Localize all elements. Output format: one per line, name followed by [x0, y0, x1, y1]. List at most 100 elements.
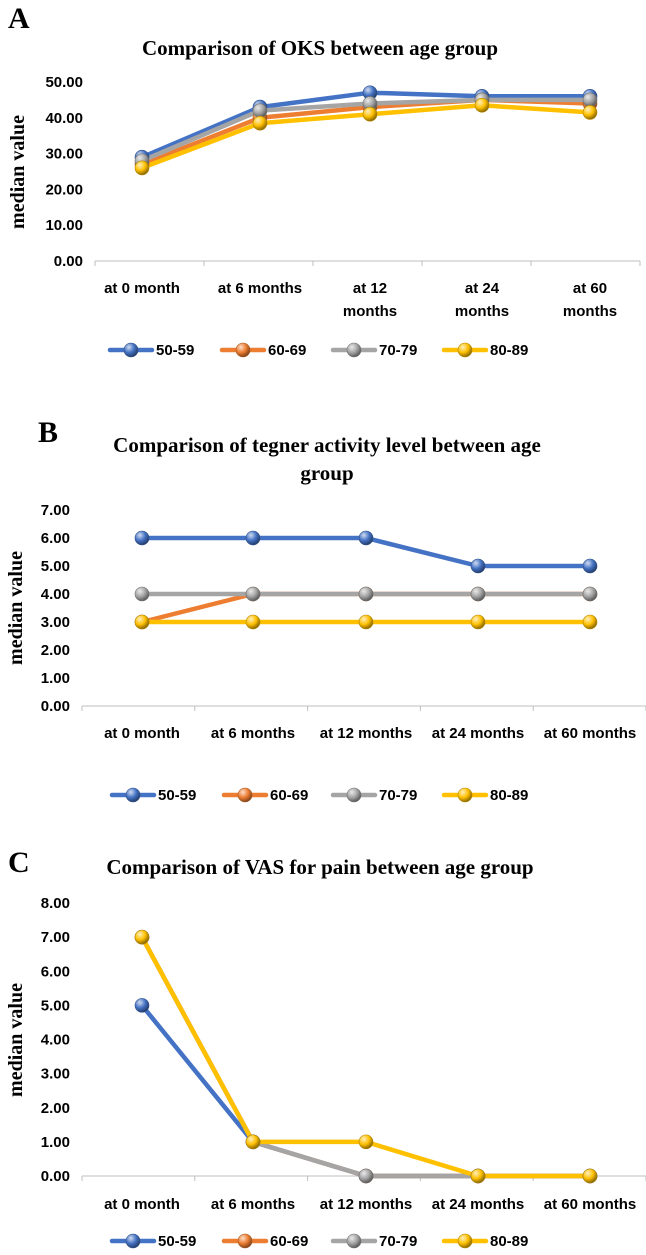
chart-title: Comparison of OKS between age group [142, 36, 498, 60]
chart-title: Comparison of VAS for pain between age g… [106, 855, 533, 879]
x-tick-label: at 24 months [432, 725, 525, 742]
data-point-80-89 [245, 614, 261, 630]
y-tick-label: 10.00 [45, 217, 83, 234]
data-point-50-59 [134, 998, 150, 1013]
data-point-80-89 [134, 929, 150, 945]
x-tick-label: at 12 months [320, 1196, 413, 1213]
y-tick-label: 1.00 [41, 1134, 70, 1151]
y-axis-label: median value [7, 115, 29, 229]
y-tick-label: 3.00 [41, 614, 70, 631]
x-tick-label: at 60 months [544, 725, 637, 742]
data-point-70-79 [358, 586, 374, 602]
y-tick-label: 30.00 [45, 146, 83, 163]
x-tick-label: at 0 month [104, 725, 180, 742]
x-tick-label: at 0 month [104, 1196, 180, 1213]
data-point-50-59 [245, 530, 261, 546]
legend-marker-50-59 [125, 787, 141, 803]
x-tick-label: at 60 [573, 280, 607, 297]
data-point-80-89 [358, 614, 374, 630]
data-point-70-79 [134, 586, 150, 602]
y-tick-label: 0.00 [54, 253, 83, 270]
legend-marker-70-79 [346, 787, 362, 803]
data-point-80-89 [582, 614, 598, 630]
legend-label: 50-59 [158, 787, 196, 804]
y-tick-label: 8.00 [41, 895, 70, 912]
legend-marker-60-69 [237, 787, 253, 803]
legend-marker-80-89 [457, 342, 473, 358]
y-tick-label: 5.00 [41, 558, 70, 575]
legend-label: 60-69 [270, 1233, 308, 1250]
chart-panel-a: A Comparison of OKS between age group medi… [7, 2, 641, 359]
data-point-80-89 [582, 1168, 598, 1184]
data-point-50-59 [470, 558, 486, 574]
y-tick-label: 5.00 [41, 997, 70, 1014]
x-tick-label: at 12 months [320, 725, 413, 742]
legend-label: 60-69 [268, 342, 306, 359]
y-tick-label: 2.00 [41, 1100, 70, 1117]
data-point-80-89 [358, 1134, 374, 1150]
y-tick-label: 7.00 [41, 502, 70, 519]
legend-label: 70-79 [379, 1233, 417, 1250]
legend-label: 80-89 [490, 787, 528, 804]
panel-letter: B [38, 416, 58, 449]
y-tick-label: 6.00 [41, 530, 70, 547]
x-tick-label: at 6 months [211, 725, 295, 742]
data-point-80-89 [474, 97, 490, 113]
chart-panel-b: B Comparison of tegner activity level bet… [5, 416, 646, 804]
series-line-50-59 [139, 1003, 593, 1179]
data-point-70-79 [470, 586, 486, 602]
data-point-80-89 [362, 106, 378, 122]
y-tick-label: 40.00 [45, 110, 83, 127]
x-tick-label: at 6 months [211, 1196, 295, 1213]
y-tick-label: 4.00 [41, 586, 70, 603]
data-point-70-79 [582, 586, 598, 602]
y-tick-label: 2.00 [41, 642, 70, 659]
data-point-50-59 [358, 530, 374, 546]
legend-marker-80-89 [457, 787, 473, 803]
data-point-70-79 [358, 1168, 374, 1184]
y-tick-label: 4.00 [41, 1032, 70, 1049]
data-point-80-89 [582, 105, 598, 120]
data-point-50-59 [582, 558, 598, 574]
y-tick-label: 20.00 [45, 181, 83, 198]
x-tick-label-line2: months [455, 303, 509, 320]
data-point-80-89 [245, 1134, 261, 1150]
legend-marker-60-69 [235, 342, 251, 358]
x-tick-label: at 12 [353, 280, 387, 297]
data-point-80-89 [134, 160, 150, 176]
legend-label: 80-89 [490, 1233, 528, 1250]
chart-title: Comparison of tegner activity level betw… [113, 433, 541, 457]
x-tick-label: at 24 [465, 280, 500, 297]
y-tick-label: 1.00 [41, 670, 70, 687]
legend-marker-60-69 [237, 1233, 253, 1249]
legend-marker-50-59 [123, 342, 139, 358]
data-point-80-89 [134, 614, 150, 630]
legend-marker-70-79 [346, 342, 362, 358]
legend-label: 70-79 [379, 787, 417, 804]
x-tick-label: at 24 months [432, 1196, 525, 1213]
data-point-70-79 [252, 103, 268, 118]
x-tick-label-line2: months [343, 303, 397, 320]
legend-marker-80-89 [457, 1233, 473, 1249]
x-tick-label-line2: months [563, 303, 617, 320]
y-axis-label: median value [5, 983, 27, 1097]
y-tick-label: 7.00 [41, 929, 70, 946]
data-point-80-89 [252, 115, 268, 131]
legend-label: 60-69 [270, 787, 308, 804]
data-point-80-89 [470, 1168, 486, 1184]
legend-label: 80-89 [490, 342, 528, 359]
chart-panel-c: C Comparison of VAS for pain between age … [5, 846, 646, 1250]
panel-letter: C [8, 846, 30, 879]
y-tick-label: 0.00 [41, 1168, 70, 1185]
data-point-70-79 [245, 586, 261, 602]
legend-marker-50-59 [125, 1233, 141, 1249]
y-tick-label: 0.00 [41, 698, 70, 715]
data-point-80-89 [470, 614, 486, 630]
x-tick-label: at 60 months [544, 1196, 637, 1213]
y-tick-label: 50.00 [45, 74, 83, 91]
legend-marker-70-79 [346, 1233, 362, 1249]
y-axis-label: median value [5, 551, 27, 665]
legend-label: 50-59 [158, 1233, 196, 1250]
x-tick-label: at 6 months [218, 280, 302, 297]
